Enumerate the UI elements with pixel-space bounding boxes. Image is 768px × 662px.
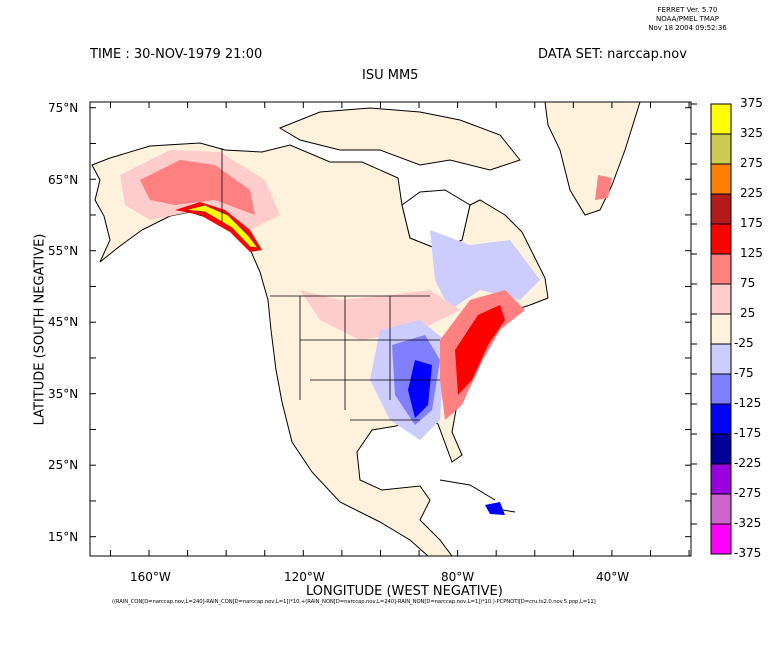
y-axis-label: LATITUDE (SOUTH NEGATIVE): [32, 233, 48, 426]
caribbean-islands: [439, 479, 516, 513]
time-label: TIME : 30-NOV-1979 21:00: [90, 47, 263, 62]
colorbar-swatch: [710, 253, 732, 285]
colorbar-swatch: [710, 163, 732, 195]
colorbar-swatch: [710, 223, 732, 255]
alaska-high-area: [140, 160, 255, 215]
alaska-coast-peak: [184, 204, 260, 249]
colorbar-label: -225: [734, 456, 762, 470]
ytick-label: 15°N: [48, 530, 79, 544]
eastern-canada-negative: [430, 230, 540, 310]
colorbar-label: 25: [740, 306, 756, 320]
colorbar-label: -25: [734, 336, 754, 350]
political-borders: [221, 148, 440, 421]
colorbar-label: 325: [740, 126, 763, 140]
formula-text: ((RAIN_CON[D=narccap.nov,L=240]-RAIN_CON…: [112, 599, 596, 605]
colorbar-swatch: [710, 193, 732, 225]
colorbar-label: -75: [734, 366, 754, 380]
colorbar-label: 225: [740, 186, 763, 200]
xtick-label: 80°W: [441, 570, 475, 584]
colorbar: [691, 103, 732, 555]
east-coast-max: [455, 305, 505, 395]
mississippi-strong-negative: [408, 360, 432, 418]
ferret-org: NOAA/PMEL TMAP: [656, 15, 719, 23]
ferret-version-stamp: FERRET Ver. 5.70 NOAA/PMEL TMAP Nov 18 2…: [640, 6, 735, 33]
greenland-positive: [595, 175, 612, 200]
colorbar-swatch: [710, 283, 732, 315]
colorbar-swatch: [710, 403, 732, 435]
ferret-version: FERRET Ver. 5.70: [657, 6, 718, 14]
colorbar-label: -325: [734, 516, 762, 530]
xtick-label: 120°W: [284, 570, 325, 584]
colorbar-label: -175: [734, 426, 762, 440]
colorbar-swatch: [710, 433, 732, 465]
xtick-label: 40°W: [596, 570, 630, 584]
colorbar-label: -125: [734, 396, 762, 410]
colorbar-swatch: [710, 343, 732, 375]
xtick-label: 160°W: [130, 570, 171, 584]
ytick-label: 45°N: [48, 315, 79, 329]
colorbar-label: -375: [734, 546, 762, 560]
ferret-date: Nov 18 2004 09:52:36: [648, 24, 727, 32]
colorbar-swatch: [710, 373, 732, 405]
colorbar-label: 175: [740, 216, 763, 230]
x-axis-label: LONGITUDE (WEST NEGATIVE): [306, 584, 503, 599]
colorbar-swatch: [710, 463, 732, 495]
ytick-label: 55°N: [48, 244, 79, 258]
ytick-label: 25°N: [48, 458, 79, 472]
plot-title: ISU MM5: [362, 68, 419, 83]
ytick-label: 75°N: [48, 101, 79, 115]
colorbar-swatch: [710, 313, 732, 345]
colorbar-label: 375: [740, 96, 763, 110]
ytick-label: 35°N: [48, 387, 79, 401]
hudson-bay: [401, 189, 471, 251]
greenland: [544, 102, 641, 216]
arctic-islands: [278, 107, 521, 171]
alaska-coast-max: [175, 202, 262, 252]
colorbar-label: 75: [740, 276, 756, 290]
dataset-label: DATA SET: narccap.nov: [538, 47, 687, 62]
colorbar-label: -275: [734, 486, 762, 500]
colorbar-swatch: [710, 523, 732, 555]
plot-frame: [89, 101, 692, 557]
colorbar-swatch: [710, 103, 732, 135]
colorbar-swatch: [710, 133, 732, 165]
ytick-label: 65°N: [48, 173, 79, 187]
colorbar-label: 125: [740, 246, 763, 260]
caribbean-negative: [485, 502, 505, 515]
colorbar-swatch: [710, 493, 732, 525]
colorbar-label: 275: [740, 156, 763, 170]
axis-ticks: [90, 102, 691, 556]
